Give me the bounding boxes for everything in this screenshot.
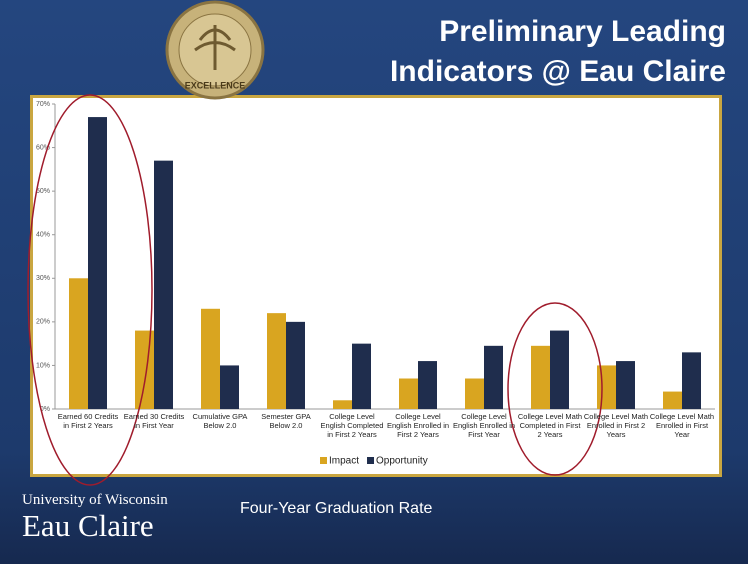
bar [88,117,107,410]
bar [135,330,154,409]
bar [663,391,682,409]
y-tick-label: 60% [36,144,50,151]
bar [201,308,220,409]
bar [531,345,550,409]
bar [550,330,569,409]
bar [267,313,286,409]
bar [484,345,503,409]
logo-line: Eau Claire [22,508,154,543]
highlight-ellipse [507,302,603,476]
seal: EXCELLENCE [165,0,265,100]
chart-frame [30,95,722,477]
x-tick-label: College Level English Enrolled in First … [386,412,450,439]
bar [333,400,352,409]
x-tick-label: College Level Math Enrolled in First Yea… [649,412,715,439]
legend-swatch [320,457,327,464]
seal-text: EXCELLENCE [185,80,246,90]
slide-title: Preliminary Leading Indicators @ Eau Cla… [389,15,726,88]
x-tick-label: College Level Math Enrolled in First 2 Y… [583,412,649,439]
x-tick-label: Earned 60 Credits in First 2 Years [57,412,119,430]
bar [154,160,173,409]
caption: Four-Year Graduation Rate [240,500,433,517]
y-tick-label: 40% [36,232,50,239]
x-tick-label: Earned 30 Credits in First Year [123,412,185,430]
x-tick-label: Semester GPA Below 2.0 [261,412,311,430]
legend-label: Impact [329,456,359,467]
y-tick-label: 0% [40,406,50,413]
bar [465,378,484,409]
bar [418,361,437,409]
y-tick-label: 70% [36,101,50,108]
bar [682,352,701,409]
x-tick-label: Cumulative GPA Below 2.0 [192,412,248,430]
bar [616,361,635,409]
y-tick-label: 20% [36,319,50,326]
legend-swatch [367,457,375,464]
x-tick-label: College Level Math Completed in First 2 … [517,412,583,439]
bar [352,343,371,409]
bar [399,378,418,409]
y-tick-label: 30% [36,275,50,282]
highlight-ellipse [27,94,153,486]
bar [286,321,305,409]
logo-line: University of Wisconsin [22,492,168,508]
y-tick-label: 10% [36,362,50,369]
x-tick-label: College Level English Enrolled in First … [452,412,516,439]
y-tick-label: 50% [36,188,50,195]
legend-label: Opportunity [376,456,428,467]
bar [69,278,88,409]
bar [597,365,616,409]
x-tick-label: College Level English Completed in First… [320,412,384,439]
bar [220,365,239,409]
